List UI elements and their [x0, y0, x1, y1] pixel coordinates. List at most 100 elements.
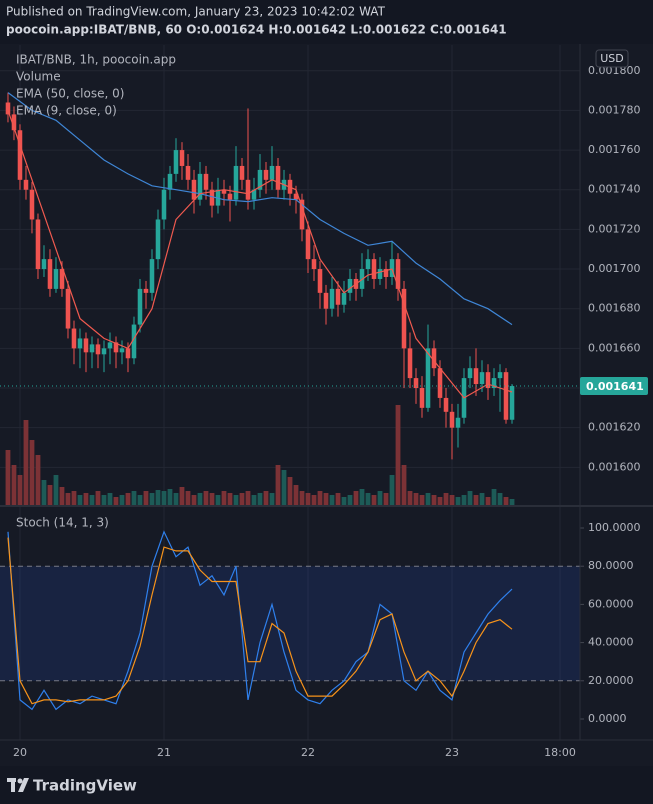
- volume-bar: [377, 491, 383, 505]
- volume-bar: [233, 495, 239, 505]
- candle-body: [473, 368, 479, 385]
- volume-bar: [83, 493, 89, 505]
- y-tick-label: 0.001620: [588, 421, 641, 434]
- volume-bar: [71, 491, 77, 505]
- indicator-line: [7, 110, 513, 399]
- y-tick-label: 0.001720: [588, 222, 641, 235]
- candle-body: [251, 189, 257, 200]
- candle-body: [71, 328, 77, 349]
- candle-body: [245, 179, 251, 200]
- y-tick-label: 20.0000: [588, 674, 634, 687]
- candle-body: [17, 130, 23, 180]
- candle-body: [239, 165, 245, 180]
- candle-body: [425, 348, 431, 408]
- candle-body: [125, 348, 131, 359]
- currency-label: USD: [600, 52, 624, 65]
- y-tick-label: 0.0000: [588, 712, 627, 725]
- candle-body: [131, 324, 137, 359]
- volume-bar: [461, 495, 467, 505]
- candle-body: [209, 189, 215, 206]
- volume-bar: [425, 493, 431, 505]
- volume-bar: [125, 493, 131, 505]
- y-tick-label: 0.001680: [588, 302, 641, 315]
- candle-body: [449, 411, 455, 428]
- candle-body: [509, 386, 515, 420]
- volume-bar: [311, 495, 317, 505]
- volume-bar: [35, 455, 41, 505]
- candle-body: [317, 269, 323, 293]
- volume-bar: [155, 490, 161, 505]
- candle-body: [299, 199, 305, 230]
- volume-bar: [131, 491, 137, 505]
- y-tick-label: 40.0000: [588, 636, 634, 649]
- candle-body: [47, 259, 53, 289]
- volume-bar: [149, 493, 155, 505]
- candle-body: [371, 259, 377, 279]
- volume-bar: [77, 495, 83, 505]
- volume-bar: [443, 493, 449, 505]
- candle-body: [329, 288, 335, 309]
- candle-body: [407, 348, 413, 379]
- volume-bar: [323, 493, 329, 505]
- y-tick-label: 0.001700: [588, 262, 641, 275]
- volume-bar: [281, 470, 287, 505]
- volume-bar: [161, 491, 167, 505]
- currency-box: [595, 49, 629, 68]
- volume-bar: [275, 465, 281, 505]
- footer-brand: TradingView: [33, 777, 137, 795]
- legend-volume: Volume: [16, 70, 61, 84]
- candle-body: [365, 259, 371, 270]
- candle-body: [191, 179, 197, 200]
- volume-bar: [431, 495, 437, 505]
- logo-part: [18, 778, 29, 792]
- volume-bar: [389, 475, 395, 505]
- volume-bar: [365, 493, 371, 505]
- x-tick-label: 22: [301, 746, 315, 759]
- volume-bar: [197, 493, 203, 505]
- chart-area: [0, 44, 653, 766]
- volume-bar: [413, 493, 419, 505]
- y-tick-label: 0.001740: [588, 183, 641, 196]
- volume-bar: [341, 497, 347, 505]
- candle-body: [275, 165, 281, 190]
- volume-bar: [107, 493, 113, 505]
- candle-body: [11, 114, 17, 131]
- volume-bar: [497, 493, 503, 505]
- volume-bar: [53, 475, 59, 505]
- stoch-title: Stoch (14, 1, 3): [16, 516, 109, 530]
- chart-layer: 2021222318:000.0016000.0016200.0016400.0…: [0, 44, 653, 759]
- candle-body: [263, 169, 269, 180]
- volume-bar: [263, 491, 269, 505]
- candle-body: [335, 288, 341, 305]
- volume-bar: [455, 497, 461, 505]
- candle-body: [233, 165, 239, 200]
- y-tick-label: 0.001600: [588, 460, 641, 473]
- volume-bar: [191, 495, 197, 505]
- candle-body: [497, 372, 503, 379]
- candle-body: [143, 288, 149, 293]
- volume-bar: [395, 405, 401, 505]
- footer-logo: [7, 778, 29, 792]
- candle-body: [53, 269, 59, 289]
- volume-bar: [485, 497, 491, 505]
- volume-bar: [203, 491, 209, 505]
- volume-bar: [227, 493, 233, 505]
- volume-bar: [293, 485, 299, 505]
- candle-body: [341, 292, 347, 305]
- x-tick-label: 23: [445, 746, 459, 759]
- volume-bar: [119, 495, 125, 505]
- last-price-box: [580, 377, 648, 396]
- candle-body: [455, 417, 461, 428]
- candle-body: [443, 397, 449, 412]
- candle-body: [197, 173, 203, 200]
- candle-body: [437, 368, 443, 398]
- published-line: Published on TradingView.com, January 23…: [6, 5, 386, 19]
- volume-bar: [251, 495, 257, 505]
- volume-bar: [167, 489, 173, 505]
- candle-body: [413, 378, 419, 389]
- candle-body: [35, 219, 41, 270]
- candle-body: [485, 372, 491, 389]
- volume-bar: [179, 487, 185, 505]
- y-tick-label: 80.0000: [588, 559, 634, 572]
- volume-bar: [17, 475, 23, 505]
